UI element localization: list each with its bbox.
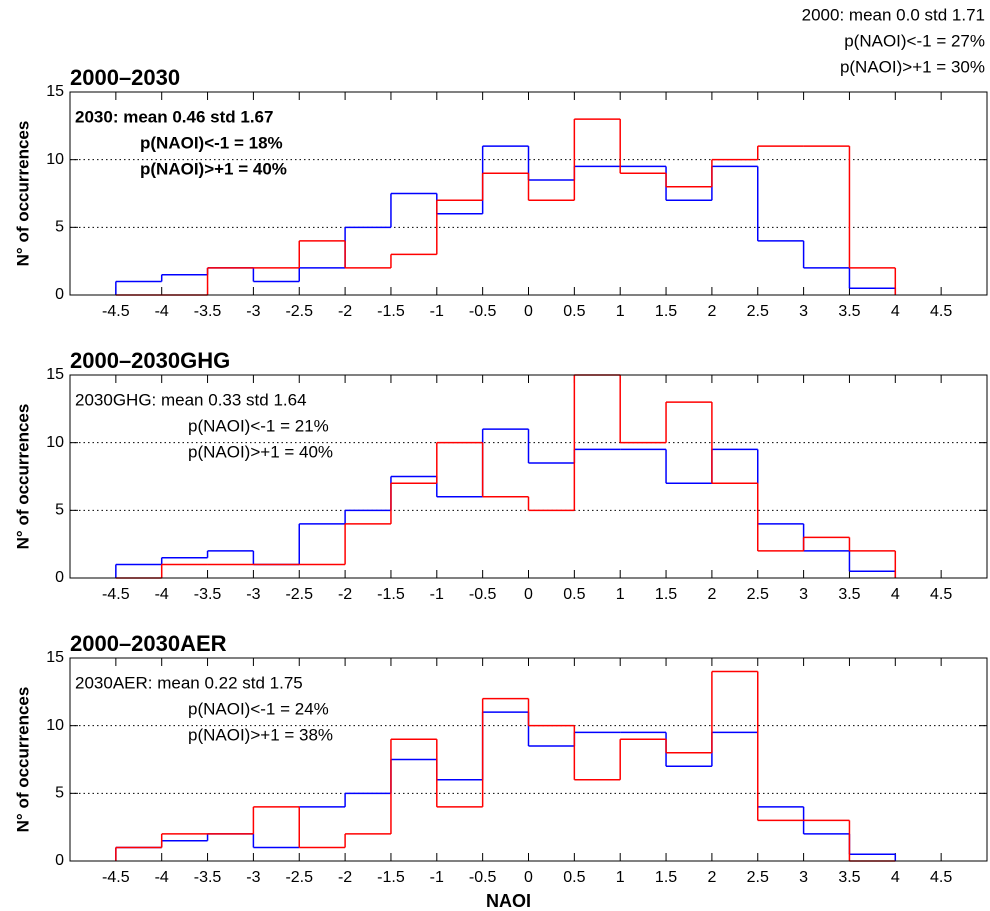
annotation: p(NAOI)<-1 = 18% xyxy=(140,133,283,152)
x-tick-label: 0 xyxy=(524,303,533,320)
axes-frame xyxy=(69,657,988,862)
x-tick-label: -3 xyxy=(246,586,260,603)
header-annotation: p(NAOI)>+1 = 30% xyxy=(840,57,985,76)
y-tick-label: 10 xyxy=(46,717,64,734)
panel-title: 2000–2030 xyxy=(70,65,180,90)
annotation: 2030AER: mean 0.22 std 1.75 xyxy=(75,673,303,692)
x-tick-label: 4.5 xyxy=(930,586,952,603)
x-tick-label: 2 xyxy=(707,869,716,886)
x-tick-label: 4 xyxy=(891,869,900,886)
x-tick-label: 0.5 xyxy=(563,869,585,886)
panel-title: 2000–2030GHG xyxy=(70,348,230,373)
axes-frame xyxy=(69,91,988,296)
y-tick-label: 5 xyxy=(55,219,64,236)
x-tick-label: -4 xyxy=(155,869,169,886)
x-tick-label: 4.5 xyxy=(930,869,952,886)
x-tick-label: -2.5 xyxy=(285,586,313,603)
y-tick-label: 15 xyxy=(46,366,64,383)
x-tick-label: 3.5 xyxy=(838,303,860,320)
x-tick-label: -4 xyxy=(155,586,169,603)
x-tick-label: 0.5 xyxy=(563,303,585,320)
x-tick-label: -1.5 xyxy=(377,586,405,603)
header-annotation: 2000: mean 0.0 std 1.71 xyxy=(802,5,985,24)
x-tick-label: 0.5 xyxy=(563,586,585,603)
x-tick-label: 1.5 xyxy=(655,869,677,886)
x-tick-label: -4 xyxy=(155,303,169,320)
x-tick-label: 2.5 xyxy=(747,586,769,603)
x-tick-label: -0.5 xyxy=(469,303,497,320)
x-tick-label: 3.5 xyxy=(838,869,860,886)
axes-frame xyxy=(69,374,988,579)
annotation: 2030GHG: mean 0.33 std 1.64 xyxy=(75,390,307,409)
x-tick-label: 4 xyxy=(891,586,900,603)
x-tick-label: -2 xyxy=(338,586,352,603)
x-tick-label: 0 xyxy=(524,586,533,603)
x-tick-label: 4.5 xyxy=(930,303,952,320)
annotation: p(NAOI)>+1 = 38% xyxy=(188,725,333,744)
y-axis-label: N° of occurrences xyxy=(13,687,32,833)
x-tick-label: 2 xyxy=(707,586,716,603)
x-tick-label: -1.5 xyxy=(377,869,405,886)
y-tick-label: 10 xyxy=(46,434,64,451)
x-tick-label: -1 xyxy=(430,586,444,603)
x-tick-label: -2 xyxy=(338,869,352,886)
x-tick-label: -3.5 xyxy=(194,586,222,603)
x-tick-label: -1 xyxy=(430,303,444,320)
annotation: p(NAOI)<-1 = 24% xyxy=(188,699,329,718)
header-annotation: p(NAOI)<-1 = 27% xyxy=(844,31,985,50)
x-tick-label: 1 xyxy=(616,869,625,886)
x-tick-label: 3 xyxy=(799,586,808,603)
x-tick-label: 2.5 xyxy=(747,303,769,320)
x-tick-label: -2.5 xyxy=(285,869,313,886)
x-tick-label: 1 xyxy=(616,303,625,320)
y-tick-label: 0 xyxy=(55,852,64,869)
annotation: p(NAOI)>+1 = 40% xyxy=(188,442,333,461)
annotation: p(NAOI)>+1 = 40% xyxy=(140,159,287,178)
y-tick-label: 5 xyxy=(55,502,64,519)
x-tick-label: 2 xyxy=(707,303,716,320)
x-tick-label: 3 xyxy=(799,869,808,886)
panel-title: 2000–2030AER xyxy=(70,631,227,656)
y-tick-label: 0 xyxy=(55,286,64,303)
x-tick-label: -3 xyxy=(246,303,260,320)
x-tick-label: -1.5 xyxy=(377,303,405,320)
x-tick-label: 1.5 xyxy=(655,586,677,603)
y-tick-label: 0 xyxy=(55,569,64,586)
annotation: 2030: mean 0.46 std 1.67 xyxy=(75,107,273,126)
y-tick-label: 10 xyxy=(46,151,64,168)
x-tick-label: -3 xyxy=(246,869,260,886)
x-tick-label: -1 xyxy=(430,869,444,886)
y-tick-label: 15 xyxy=(46,83,64,100)
y-tick-label: 15 xyxy=(46,649,64,666)
annotation: p(NAOI)<-1 = 21% xyxy=(188,416,329,435)
x-tick-label: 1 xyxy=(616,586,625,603)
x-tick-label: -3.5 xyxy=(194,869,222,886)
x-tick-label: 3.5 xyxy=(838,586,860,603)
y-axis-label: N° of occurrences xyxy=(13,404,32,550)
x-tick-label: -2 xyxy=(338,303,352,320)
x-tick-label: -4.5 xyxy=(102,869,130,886)
x-tick-label: -4.5 xyxy=(102,586,130,603)
x-tick-label: -3.5 xyxy=(194,303,222,320)
x-tick-label: 2.5 xyxy=(747,869,769,886)
y-axis-label: N° of occurrences xyxy=(13,121,32,267)
x-tick-label: -4.5 xyxy=(102,303,130,320)
x-tick-label: 3 xyxy=(799,303,808,320)
x-tick-label: 0 xyxy=(524,869,533,886)
x-axis-label: NAOI xyxy=(486,891,531,911)
x-tick-label: 4 xyxy=(891,303,900,320)
x-tick-label: -0.5 xyxy=(469,586,497,603)
x-tick-label: 1.5 xyxy=(655,303,677,320)
x-tick-label: -2.5 xyxy=(285,303,313,320)
x-tick-label: -0.5 xyxy=(469,869,497,886)
y-tick-label: 5 xyxy=(55,785,64,802)
